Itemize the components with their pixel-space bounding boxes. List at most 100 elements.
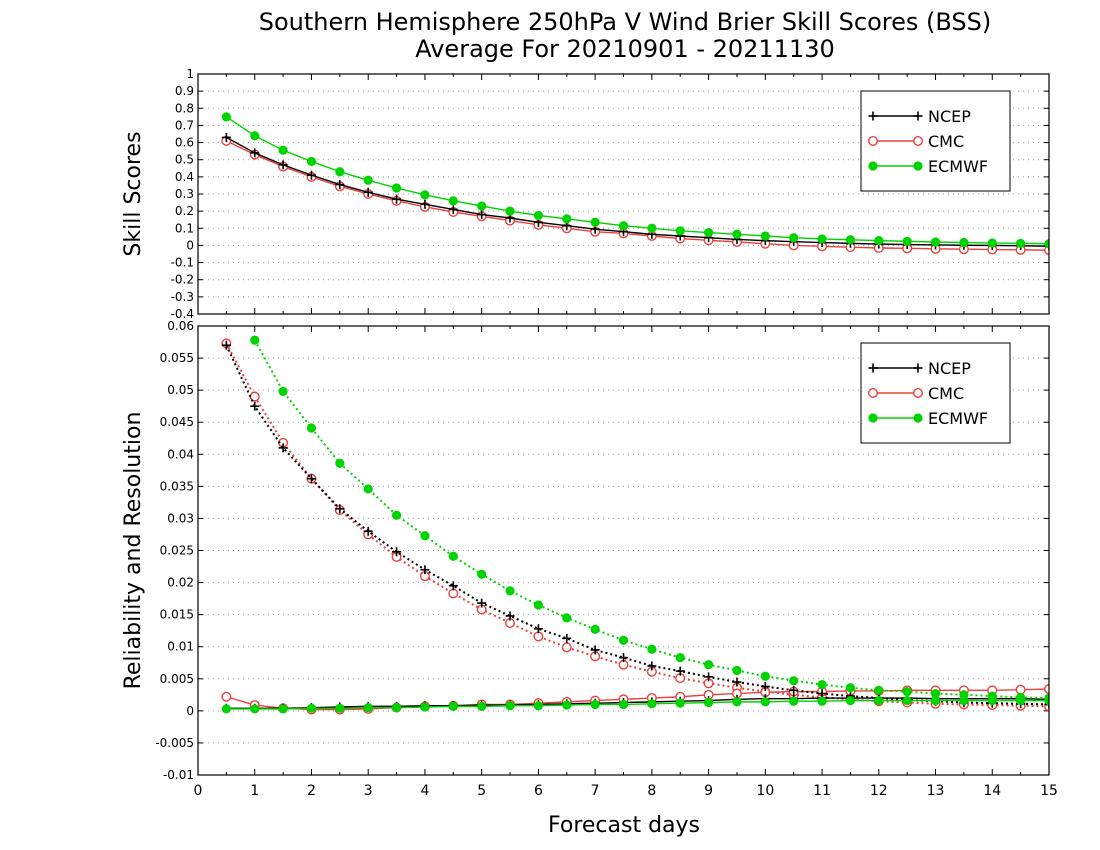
y-tick-label: 0.025 xyxy=(160,544,194,558)
data-point-ecmwf xyxy=(533,701,544,711)
data-point-ncep xyxy=(477,598,487,608)
legend-label-cmc: CMC xyxy=(928,384,964,403)
data-point-ecmwf xyxy=(704,227,714,238)
data-point-ncep xyxy=(221,132,231,142)
data-point-ecmwf xyxy=(306,156,317,167)
data-point-ecmwf xyxy=(874,236,884,246)
data-point-ncep xyxy=(420,565,430,575)
data-point-ecmwf xyxy=(902,687,912,697)
data-point-cmc xyxy=(221,691,232,702)
series-line-ncep xyxy=(226,136,1049,247)
data-point-ecmwf xyxy=(618,635,629,645)
data-point-ecmwf xyxy=(477,701,487,711)
data-point-ncep xyxy=(335,504,345,514)
data-point-ecmwf xyxy=(250,704,260,714)
series-group xyxy=(221,335,1049,715)
y-tick-label: -0.3 xyxy=(171,290,194,304)
x-tick-label: 2 xyxy=(307,783,316,799)
legend-marker xyxy=(913,135,924,146)
data-point-ecmwf xyxy=(675,653,685,663)
y-tick-label: 0.1 xyxy=(175,221,194,235)
data-point-ncep xyxy=(392,547,402,557)
data-point-ecmwf xyxy=(732,697,742,707)
data-point-ecmwf xyxy=(930,688,941,699)
data-point-ecmwf xyxy=(221,112,231,122)
legend-marker xyxy=(868,413,878,423)
data-point-ecmwf xyxy=(987,238,997,248)
data-point-ncep xyxy=(363,187,373,197)
data-point-ecmwf xyxy=(363,703,373,713)
legend-marker xyxy=(913,388,924,399)
data-point-ecmwf xyxy=(391,703,402,713)
x-tick-label: 8 xyxy=(647,783,656,799)
data-point-ecmwf xyxy=(704,660,714,670)
data-point-ncep xyxy=(619,653,628,663)
y-tick-label: 0.5 xyxy=(175,153,194,167)
data-point-ecmwf xyxy=(590,217,600,227)
data-point-ecmwf xyxy=(278,386,288,397)
plot-frame xyxy=(197,73,1050,315)
data-point-ecmwf xyxy=(760,671,770,681)
legend-marker xyxy=(913,111,923,121)
legend-label-ecmwf: ECMWF xyxy=(928,157,988,176)
data-point-ncep xyxy=(250,401,260,411)
y-tick-label: -0.4 xyxy=(171,307,194,321)
data-point-ecmwf xyxy=(477,201,487,211)
legend-marker xyxy=(868,388,879,399)
legend-marker xyxy=(868,135,879,146)
data-point-ecmwf xyxy=(618,221,629,231)
data-point-ncep xyxy=(732,677,742,687)
legend-marker xyxy=(868,161,878,171)
data-point-ecmwf xyxy=(1044,695,1049,706)
y-tick-label: 0.045 xyxy=(160,415,194,429)
data-point-ncep xyxy=(278,160,288,170)
chart-subtitle: Average For 20210901 - 20211130 xyxy=(415,35,835,63)
data-point-ecmwf xyxy=(533,210,544,221)
data-point-ncep xyxy=(335,180,345,190)
y-tick-label: -0.01 xyxy=(163,768,194,782)
legend-marker xyxy=(913,413,923,423)
data-point-ecmwf xyxy=(817,234,827,244)
y-tick-label: 0.9 xyxy=(175,84,194,98)
data-point-ncep xyxy=(306,474,316,484)
legend: NCEP CMC ECMWF xyxy=(860,90,1011,192)
y-tick-label: 0.05 xyxy=(167,383,194,397)
data-point-ecmwf xyxy=(845,695,856,706)
data-point-cmc xyxy=(1015,684,1026,695)
legend-label-ncep: NCEP xyxy=(928,107,971,126)
data-point-ncep xyxy=(392,194,402,204)
data-point-ecmwf xyxy=(335,458,345,468)
legend-label-ecmwf: ECMWF xyxy=(928,409,988,428)
data-point-ecmwf xyxy=(590,624,600,634)
data-point-ecmwf xyxy=(590,699,600,710)
y-axis-label: Reliability and Resolution xyxy=(121,412,146,690)
x-tick-label: 12 xyxy=(870,783,888,799)
legend-marker xyxy=(868,363,878,373)
data-point-ecmwf xyxy=(789,676,799,686)
data-point-ncep xyxy=(533,624,543,634)
data-point-ecmwf xyxy=(505,586,515,596)
data-point-ecmwf xyxy=(448,551,458,561)
data-point-ecmwf xyxy=(363,175,373,185)
data-point-ecmwf xyxy=(420,531,430,541)
y-tick-label: 0.04 xyxy=(167,447,194,461)
data-point-ecmwf xyxy=(732,229,742,239)
legend-label-cmc: CMC xyxy=(928,132,964,151)
data-point-ecmwf xyxy=(505,701,515,711)
data-point-ncep xyxy=(278,443,288,453)
data-point-ecmwf xyxy=(760,231,770,241)
y-tick-label: 0.3 xyxy=(175,187,194,201)
data-point-ecmwf xyxy=(845,683,856,693)
data-point-ncep xyxy=(477,210,487,220)
data-point-ecmwf xyxy=(448,196,458,206)
data-point-ecmwf xyxy=(874,685,884,695)
y-tick-label: 0.01 xyxy=(167,640,194,654)
data-point-cmc xyxy=(533,631,544,642)
legend: NCEP CMC ECMWF xyxy=(860,342,1011,444)
data-point-ecmwf xyxy=(533,600,544,610)
series-group xyxy=(221,112,1049,256)
y-tick-label: 0.015 xyxy=(160,608,194,622)
series-line-ecmwf-reliability xyxy=(226,699,1049,710)
panel-1: -0.4 -0.3 -0.2 -0.1 0 0.1 0.2 0.3 0.4 0.5 0.6 0.7 0.… xyxy=(121,67,1050,321)
